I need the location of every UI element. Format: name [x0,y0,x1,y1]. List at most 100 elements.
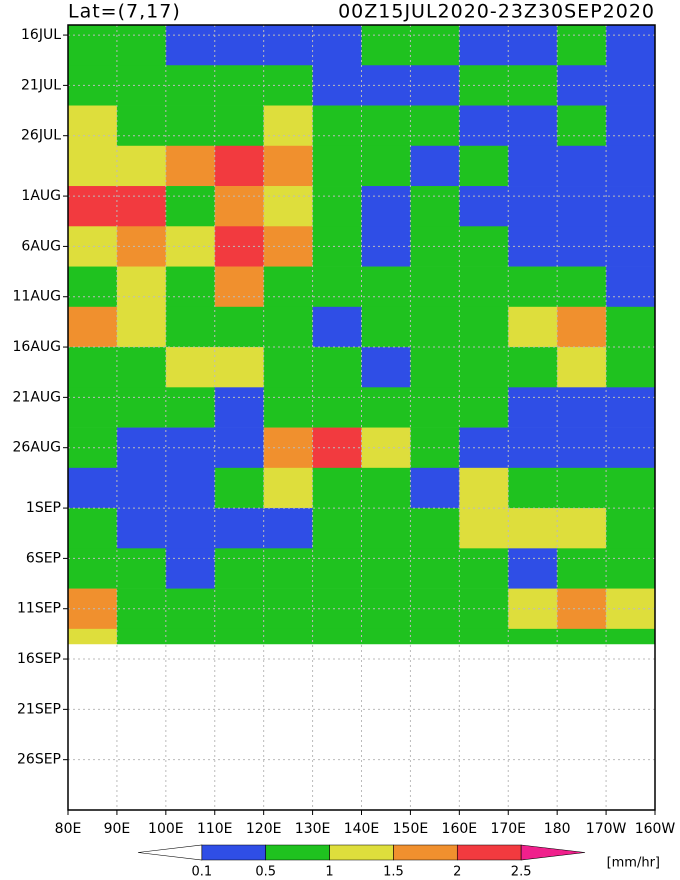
heatmap-cell [410,145,460,187]
heatmap-cell [459,25,509,66]
heatmap-cell [410,427,460,469]
colorbar-swatch [265,844,330,861]
heatmap-cell [116,347,167,388]
heatmap-cell [606,186,656,227]
heatmap-cell [459,105,509,147]
heatmap-cell [508,467,558,509]
y-tick-label: 21AUG [13,389,62,405]
heatmap-cell [508,266,558,308]
heatmap-cell [508,226,558,267]
unit-label: [mm/hr] [607,856,660,871]
heatmap-cell [459,467,509,509]
x-tick-label: 160E [442,821,478,837]
heatmap-cell [410,266,460,308]
heatmap-cell [557,105,607,147]
heatmap-cell [165,266,216,308]
heatmap-cell [606,467,656,509]
heatmap-cell [214,105,264,147]
colorbar-label: 0.5 [255,865,276,880]
heatmap-cell [361,387,411,428]
x-tick-label: 100E [148,821,184,837]
heatmap-cell [263,387,313,428]
heatmap-cell [214,387,264,428]
heatmap-cell [361,145,411,187]
heatmap-cell [361,105,411,147]
heatmap-cell [410,186,460,227]
heatmap-cell [410,306,460,348]
heatmap-cell [361,25,411,66]
heatmap-cell [459,548,509,589]
heatmap-cell [459,347,509,388]
heatmap-cell [263,105,313,147]
heatmap-cell [263,548,313,589]
y-tick-label: 16SEP [17,651,61,667]
heatmap-cell [116,65,167,106]
heatmap-cell [606,628,656,645]
colorbar-swatch [520,844,586,861]
heatmap-cell [165,508,216,549]
title-right: 00Z15JUL2020-23Z30SEP2020 [338,1,655,23]
heatmap-cell [410,226,460,267]
heatmap-cell [165,347,216,388]
heatmap-cell [263,306,313,348]
x-tick-label: 90E [104,821,131,837]
heatmap-cell [68,145,118,187]
heatmap-cell [68,548,118,589]
heatmap-cell [263,266,313,308]
heatmap-cell [68,508,118,549]
heatmap-cell [116,387,167,428]
heatmap-cell [312,105,362,147]
heatmap-cell [459,145,509,187]
heatmap-cell [312,467,362,509]
heatmap-cell [606,548,656,589]
colorbar-swatch [456,844,522,861]
heatmap-cell [361,266,411,308]
heatmap-cell [116,508,167,549]
heatmap-cell [116,588,167,630]
heatmap-cell [508,427,558,469]
heatmap-cell [263,628,313,645]
heatmap-cell [361,508,411,549]
heatmap-cell [606,508,656,549]
heatmap-cell [263,145,313,187]
colorbar: 0.1 0.5 1 1.5 2 2.5 [137,844,586,880]
heatmap-cell [165,387,216,428]
heatmap-cell [312,186,362,227]
heatmap-cell [312,25,362,66]
heatmap-cell [116,266,167,308]
heatmap-cell [68,266,118,308]
heatmap-cell [508,588,558,630]
heatmap-cell [459,266,509,308]
colorbar-swatch [137,844,203,861]
heatmap-cell [68,105,118,147]
colorbar-label: 2 [453,865,461,880]
heatmap-cell [459,186,509,227]
heatmap-cell [263,508,313,549]
heatmap-cell [557,306,607,348]
heatmap-cell [116,548,167,589]
heatmap-cells [68,25,656,645]
heatmap-cell [165,306,216,348]
heatmap-cell [214,266,264,308]
heatmap-cell [68,25,118,66]
heatmap-cell [165,628,216,645]
heatmap-cell [116,226,167,267]
heatmap-cell [410,65,460,106]
heatmap-cell [508,186,558,227]
y-tick-label: 11SEP [17,601,61,617]
heatmap-cell [361,467,411,509]
x-tick-label: 110E [197,821,233,837]
heatmap-cell [116,25,167,66]
heatmap-cell [214,25,264,66]
heatmap-cell [116,628,167,645]
heatmap-cell [165,105,216,147]
y-tick-label: 21JUL [21,77,61,93]
heatmap-cell [410,105,460,147]
heatmap-cell [263,467,313,509]
colorbar-label: 1 [325,865,333,880]
heatmap-cell [557,387,607,428]
heatmap-cell [68,467,118,509]
heatmap-cell [214,467,264,509]
axes: 80E 90E 100E 110E 120E 130E 140E 150E 160E 170E 18… [13,24,675,837]
